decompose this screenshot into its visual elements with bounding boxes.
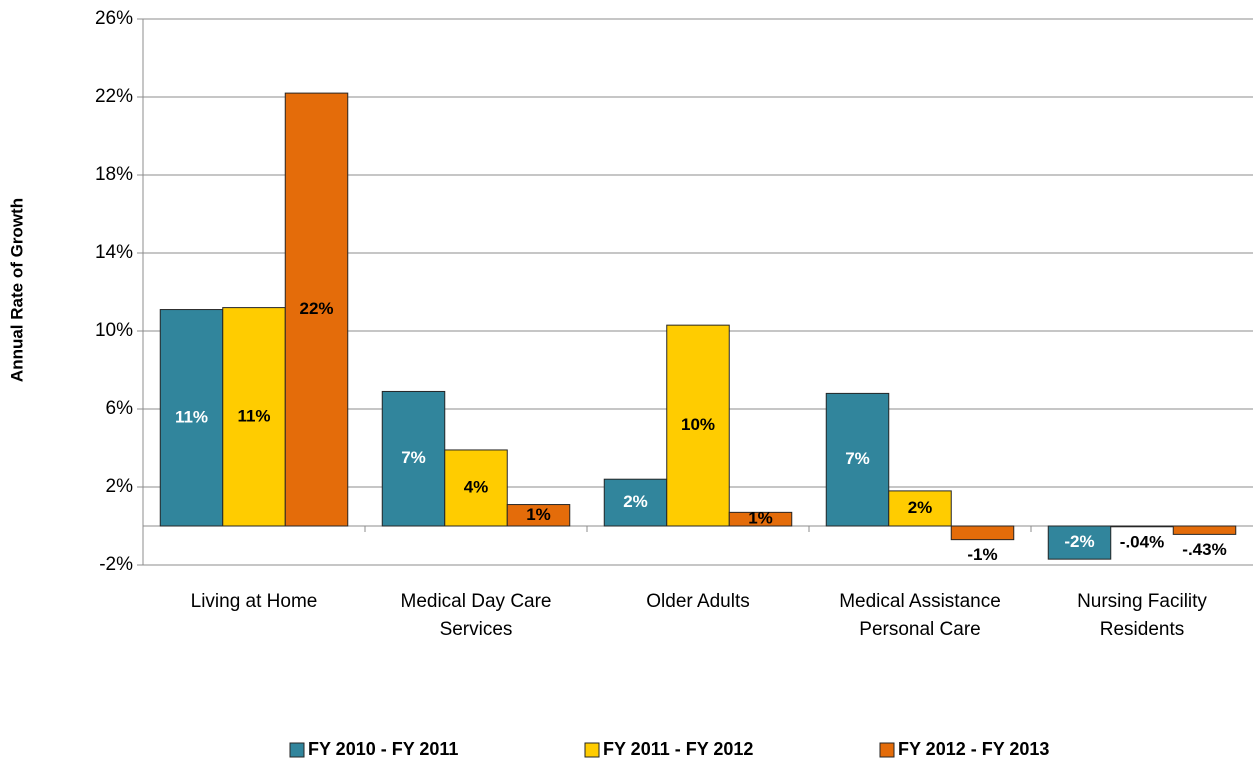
- bar: [603, 478, 668, 527]
- bar: [825, 392, 890, 527]
- value-label: -.43%: [1182, 540, 1226, 559]
- value-label: 7%: [401, 448, 426, 467]
- y-tick-label: 22%: [95, 86, 133, 107]
- legend-swatch: [879, 742, 895, 758]
- x-tick-label: Nursing Facility Residents: [1077, 591, 1207, 640]
- legend-label: FY 2011 - FY 2012: [603, 739, 753, 759]
- bar: [1172, 525, 1237, 535]
- legend-label: FY 2012 - FY 2013: [898, 739, 1049, 759]
- value-label: 11%: [175, 407, 208, 426]
- y-tick-label: 14%: [95, 242, 133, 263]
- legend-label: FY 2010 - FY 2011: [308, 739, 458, 759]
- bar: [159, 309, 224, 527]
- x-tick-label: Older Adults: [646, 591, 750, 612]
- y-tick-label: 6%: [106, 398, 134, 419]
- bar: [728, 511, 793, 527]
- y-axis-title: Annual Rate of Growth: [7, 198, 26, 382]
- value-label: -1%: [967, 545, 997, 564]
- value-label: 4%: [464, 477, 489, 496]
- value-label: 10%: [681, 415, 715, 434]
- value-label: 2%: [623, 492, 648, 511]
- bar: [1047, 525, 1112, 560]
- x-tick-label: Medical Assistance Personal Care: [839, 591, 1001, 640]
- bar: [1110, 525, 1174, 528]
- bar: [666, 324, 730, 527]
- value-label: 11%: [237, 406, 270, 425]
- y-tick-label: 26%: [95, 8, 133, 29]
- x-tick-label: Living at Home: [191, 591, 318, 612]
- legend-swatch: [584, 742, 600, 758]
- value-label: 1%: [748, 509, 773, 528]
- bar: [506, 504, 571, 527]
- bar: [284, 92, 349, 527]
- value-label: 22%: [299, 299, 333, 318]
- bar: [381, 390, 446, 527]
- y-tick-label: 2%: [106, 476, 134, 497]
- bar: [222, 307, 286, 527]
- value-label: -.04%: [1120, 532, 1164, 551]
- value-label: 1%: [526, 505, 551, 524]
- value-label: -2%: [1064, 532, 1094, 551]
- y-tick-label: -2%: [99, 554, 133, 575]
- bar: [950, 525, 1015, 541]
- y-tick-label: 10%: [95, 320, 133, 341]
- y-tick-label: 18%: [95, 164, 133, 185]
- x-tick-label: Medical Day Care Services: [401, 591, 552, 640]
- legend-swatch: [289, 742, 305, 758]
- bar: [888, 490, 952, 527]
- value-label: 7%: [845, 449, 870, 468]
- value-label: 2%: [908, 498, 933, 517]
- bar: [444, 449, 508, 527]
